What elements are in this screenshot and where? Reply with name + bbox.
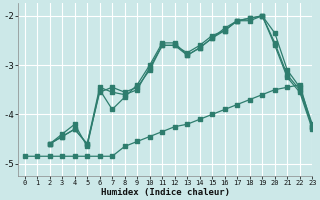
- X-axis label: Humidex (Indice chaleur): Humidex (Indice chaleur): [101, 188, 230, 197]
